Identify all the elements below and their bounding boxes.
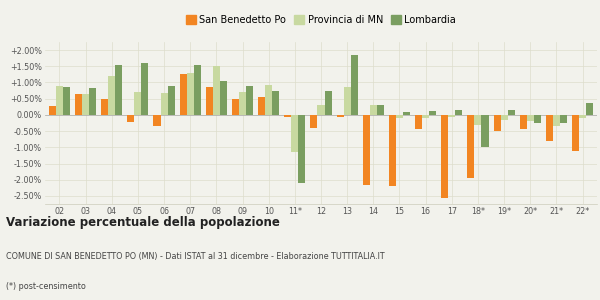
Bar bbox=[534, 115, 541, 123]
Bar bbox=[553, 115, 560, 126]
Bar bbox=[206, 87, 213, 115]
Bar bbox=[455, 110, 463, 115]
Bar bbox=[154, 115, 161, 126]
Bar bbox=[220, 81, 227, 115]
Bar bbox=[179, 74, 187, 115]
Bar bbox=[403, 112, 410, 115]
Bar bbox=[363, 115, 370, 184]
Bar bbox=[49, 106, 56, 115]
Bar bbox=[272, 91, 279, 115]
Bar bbox=[508, 110, 515, 115]
Bar bbox=[325, 91, 332, 115]
Bar bbox=[377, 105, 384, 115]
Bar bbox=[415, 115, 422, 130]
Bar bbox=[429, 111, 436, 115]
Bar bbox=[75, 94, 82, 115]
Bar bbox=[310, 115, 317, 128]
Bar bbox=[298, 115, 305, 183]
Bar bbox=[337, 115, 344, 116]
Bar bbox=[292, 115, 298, 152]
Legend: San Benedetto Po, Provincia di MN, Lombardia: San Benedetto Po, Provincia di MN, Lomba… bbox=[182, 11, 460, 29]
Bar bbox=[422, 115, 429, 118]
Text: (*) post-censimento: (*) post-censimento bbox=[6, 282, 86, 291]
Text: Variazione percentuale della popolazione: Variazione percentuale della popolazione bbox=[6, 216, 280, 229]
Bar bbox=[396, 115, 403, 118]
Bar bbox=[239, 92, 246, 115]
Bar bbox=[527, 115, 534, 122]
Bar bbox=[475, 115, 481, 124]
Bar bbox=[213, 66, 220, 115]
Bar bbox=[448, 115, 455, 116]
Bar bbox=[187, 73, 194, 115]
Bar bbox=[265, 85, 272, 115]
Bar bbox=[350, 55, 358, 115]
Bar bbox=[127, 115, 134, 122]
Bar bbox=[194, 65, 201, 115]
Bar bbox=[82, 94, 89, 115]
Bar bbox=[232, 99, 239, 115]
Bar bbox=[344, 87, 350, 115]
Bar bbox=[560, 115, 567, 123]
Bar bbox=[494, 115, 500, 131]
Bar bbox=[101, 99, 108, 115]
Bar bbox=[389, 115, 396, 186]
Bar bbox=[467, 115, 475, 178]
Bar bbox=[441, 115, 448, 197]
Text: COMUNE DI SAN BENEDETTO PO (MN) - Dati ISTAT al 31 dicembre - Elaborazione TUTTI: COMUNE DI SAN BENEDETTO PO (MN) - Dati I… bbox=[6, 252, 385, 261]
Bar bbox=[63, 87, 70, 115]
Bar bbox=[284, 115, 292, 116]
Bar bbox=[56, 86, 63, 115]
Bar bbox=[115, 65, 122, 115]
Bar bbox=[108, 76, 115, 115]
Bar bbox=[586, 103, 593, 115]
Bar bbox=[481, 115, 488, 147]
Bar bbox=[134, 92, 142, 115]
Bar bbox=[546, 115, 553, 141]
Bar bbox=[317, 105, 325, 115]
Bar bbox=[579, 115, 586, 118]
Bar bbox=[142, 63, 148, 115]
Bar bbox=[89, 88, 96, 115]
Bar bbox=[161, 93, 167, 115]
Bar bbox=[167, 86, 175, 115]
Bar bbox=[258, 97, 265, 115]
Bar bbox=[500, 115, 508, 120]
Bar bbox=[572, 115, 579, 151]
Bar bbox=[370, 105, 377, 115]
Bar bbox=[246, 86, 253, 115]
Bar bbox=[520, 115, 527, 130]
